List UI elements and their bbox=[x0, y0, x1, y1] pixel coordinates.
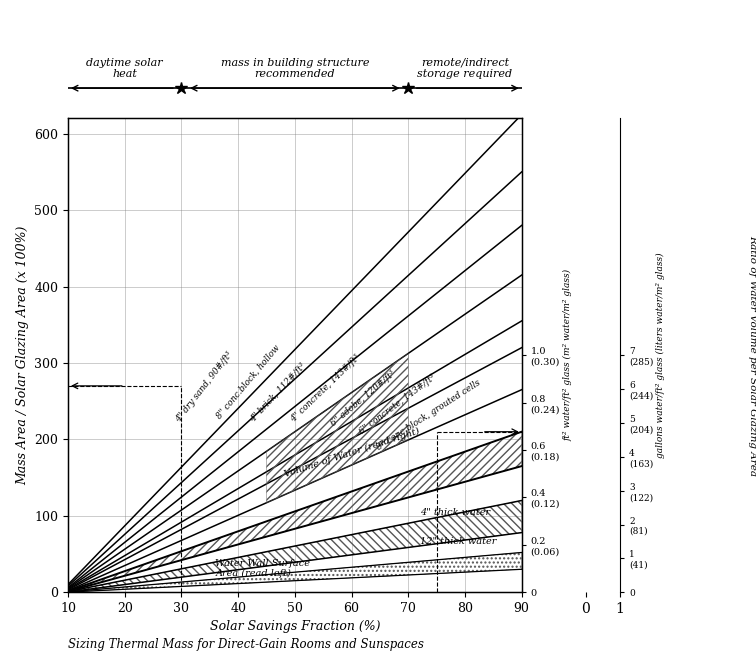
Text: 6" adobe, 120#/ft³: 6" adobe, 120#/ft³ bbox=[329, 369, 397, 428]
Text: 4" thick water: 4" thick water bbox=[420, 509, 490, 517]
Y-axis label: ft² water/ft² glass (m² water/m² glass): ft² water/ft² glass (m² water/m² glass) bbox=[563, 269, 572, 442]
Text: daytime solar
heat: daytime solar heat bbox=[86, 58, 163, 80]
Text: mass in building structure
recommended: mass in building structure recommended bbox=[221, 58, 369, 80]
Text: 4" concrete, 143#/ft³: 4" concrete, 143#/ft³ bbox=[289, 353, 361, 424]
Text: 8" conc.block, hollow: 8" conc.block, hollow bbox=[214, 343, 281, 420]
Text: Ratio of Water Volume per Solar Glazing Area: Ratio of Water Volume per Solar Glazing … bbox=[748, 235, 756, 476]
Y-axis label: gallons water/ft² glass (liters water/m² glass): gallons water/ft² glass (liters water/m²… bbox=[656, 253, 665, 458]
Y-axis label: Mass Area / Solar Glazing Area (x 100%): Mass Area / Solar Glazing Area (x 100%) bbox=[16, 226, 29, 485]
Text: Sizing Thermal Mass for Direct-Gain Rooms and Sunspaces: Sizing Thermal Mass for Direct-Gain Room… bbox=[68, 638, 424, 651]
Text: 4" brick, 112#/ft³: 4" brick, 112#/ft³ bbox=[249, 361, 308, 424]
Text: 12" thick water: 12" thick water bbox=[420, 538, 496, 546]
Text: 6" concrete, 143#/ft³: 6" concrete, 143#/ft³ bbox=[358, 372, 437, 436]
Text: Volume of Water (read right): Volume of Water (read right) bbox=[284, 426, 421, 479]
Text: Water Wall Surface
Area (read left): Water Wall Surface Area (read left) bbox=[215, 559, 311, 578]
Text: 4" dry sand, 90#/ft³: 4" dry sand, 90#/ft³ bbox=[175, 350, 235, 424]
X-axis label: Solar Savings Fraction (%): Solar Savings Fraction (%) bbox=[209, 620, 380, 634]
Text: remote/indirect
storage required: remote/indirect storage required bbox=[417, 58, 513, 80]
Text: 8" conc.block, grouted cells: 8" conc.block, grouted cells bbox=[375, 378, 482, 452]
